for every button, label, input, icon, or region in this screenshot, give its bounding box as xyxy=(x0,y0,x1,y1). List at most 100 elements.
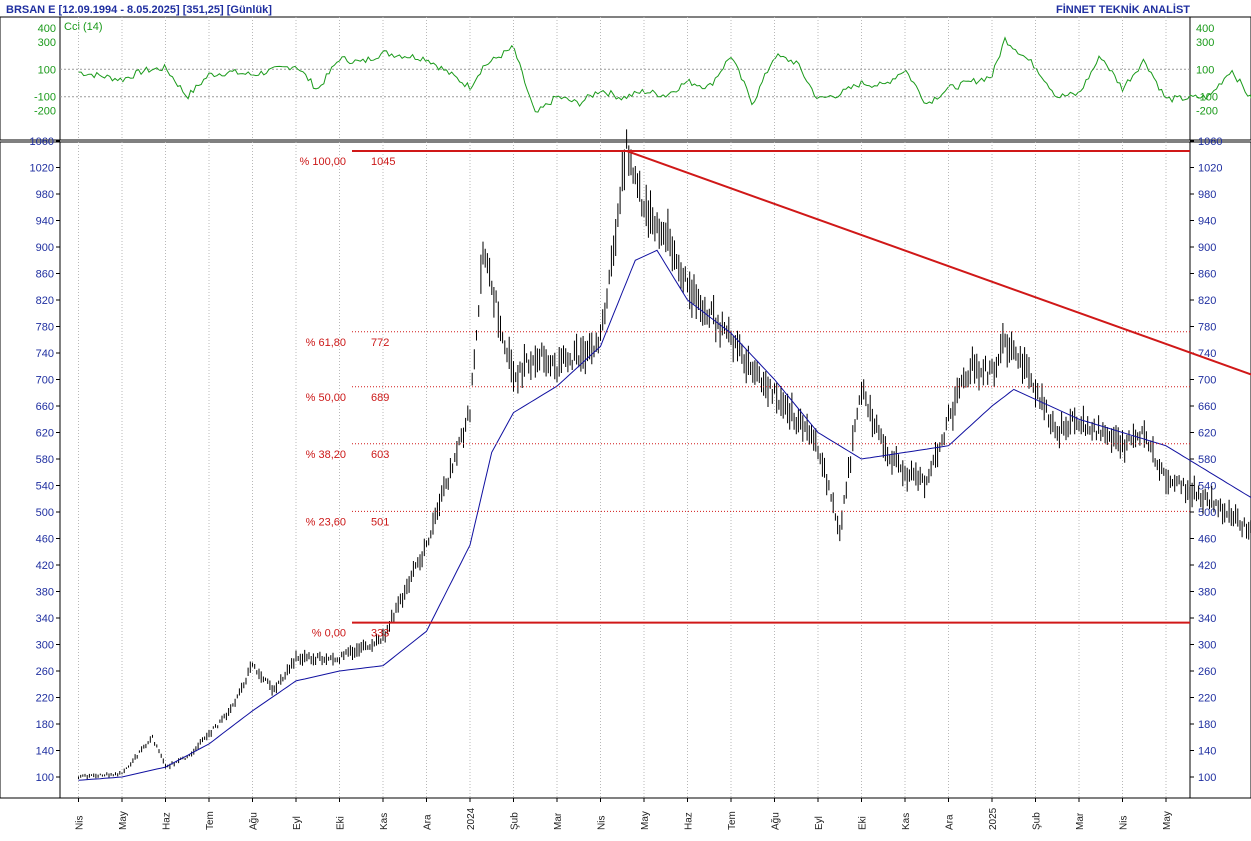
price-tick-label-left: 540 xyxy=(36,481,54,493)
x-tick-label: Eyl xyxy=(814,816,825,830)
price-tick-label-right: 860 xyxy=(1198,269,1216,281)
indicator-series-group xyxy=(78,36,1251,113)
indicator-tick-label-left: 300 xyxy=(38,37,56,49)
x-tick-label: Nis xyxy=(75,816,86,830)
price-tick-label-left: 660 xyxy=(36,401,54,413)
indicator-tick-label-left: -200 xyxy=(34,105,56,117)
price-tick-label-right: 380 xyxy=(1198,587,1216,599)
indicator-grid xyxy=(60,68,1190,98)
fib-level-value: 501 xyxy=(371,516,389,528)
fib-level-percent: % 0,00 xyxy=(312,628,346,640)
price-tick-label-left: 300 xyxy=(36,640,54,652)
x-tick-label: Eki xyxy=(336,816,347,830)
x-tick-label: Eyl xyxy=(292,816,303,830)
fib-level-percent: % 38,20 xyxy=(306,449,346,461)
price-tick-label-right: 340 xyxy=(1198,613,1216,625)
price-tick-label-left: 340 xyxy=(36,613,54,625)
price-tick-label-right: 1060 xyxy=(1198,136,1222,148)
price-tick-label-right: 580 xyxy=(1198,454,1216,466)
price-tick-label-left: 820 xyxy=(36,295,54,307)
fib-level-value: 603 xyxy=(371,449,389,461)
indicator-tick-label-left: -100 xyxy=(34,92,56,104)
x-tick-label: Ara xyxy=(423,814,434,830)
x-tick-label: 2024 xyxy=(466,807,477,830)
price-tick-label-right: 620 xyxy=(1198,428,1216,440)
price-tick-label-right: 460 xyxy=(1198,534,1216,546)
trendline-group xyxy=(626,149,1251,376)
price-tick-label-left: 740 xyxy=(36,348,54,360)
indicator-tick-label-right: -200 xyxy=(1196,105,1218,117)
price-tick-label-right: 980 xyxy=(1198,189,1216,201)
price-tick-label-right: 140 xyxy=(1198,746,1216,758)
price-tick-label-left: 500 xyxy=(36,507,54,519)
price-tick-label-left: 980 xyxy=(36,189,54,201)
moving-average-group xyxy=(78,249,1251,781)
price-tick-label-right: 1020 xyxy=(1198,163,1222,175)
price-tick-label-left: 140 xyxy=(36,746,54,758)
price-tick-label-left: 260 xyxy=(36,666,54,678)
x-tick-label: Mar xyxy=(553,812,564,830)
price-panel-border xyxy=(0,141,1251,799)
fib-level-value: 333 xyxy=(371,628,389,640)
fibonacci-group: % 100,00 1045 % 61,80 772 % 50,00 689 % 38,20 6… xyxy=(300,149,1190,640)
indicator-series-line xyxy=(78,36,1251,113)
x-tick-label: Ara xyxy=(945,814,956,830)
x-tick-label: Tem xyxy=(727,811,738,830)
x-tick-label: Eki xyxy=(858,816,869,830)
fib-level-percent: % 100,00 xyxy=(300,156,346,168)
price-tick-label-right: 100 xyxy=(1198,772,1216,784)
price-tick-label-left: 780 xyxy=(36,322,54,334)
indicator-label: Cci (14) xyxy=(64,21,103,33)
x-tick-label: May xyxy=(1162,811,1173,830)
price-tick-label-left: 1020 xyxy=(30,163,54,175)
descending-trendline xyxy=(626,149,1251,376)
x-tick-label: Ağu xyxy=(771,812,782,830)
fib-level-value: 772 xyxy=(371,337,389,349)
price-tick-label-left: 940 xyxy=(36,216,54,228)
price-tick-label-right: 300 xyxy=(1198,640,1216,652)
x-axis-labels: Nis May Haz Tem Ağu Eyl Eki Kas Ara 2024 Şub Mar Nis… xyxy=(75,798,1173,830)
price-tick-label-left: 860 xyxy=(36,269,54,281)
price-tick-label-left: 420 xyxy=(36,560,54,572)
price-tick-label-left: 700 xyxy=(36,375,54,387)
price-tick-label-left: 580 xyxy=(36,454,54,466)
price-tick-label-left: 900 xyxy=(36,242,54,254)
x-tick-label: Tem xyxy=(205,811,216,830)
x-tick-label: Haz xyxy=(684,812,695,830)
price-bars xyxy=(78,129,1251,780)
fib-level-percent: % 61,80 xyxy=(306,337,346,349)
price-tick-label-right: 700 xyxy=(1198,375,1216,387)
price-tick-label-right: 900 xyxy=(1198,242,1216,254)
vertical-grid xyxy=(78,17,1167,798)
chart-title: BRSAN E [12.09.1994 - 8.05.2025] [351,25… xyxy=(6,4,272,16)
price-tick-label-left: 620 xyxy=(36,428,54,440)
indicator-tick-label-right: 400 xyxy=(1196,23,1214,35)
x-tick-label: Ağu xyxy=(249,812,260,830)
x-tick-label: 2025 xyxy=(988,807,999,830)
price-tick-label-right: 540 xyxy=(1198,481,1216,493)
fib-level-percent: % 23,60 xyxy=(306,516,346,528)
brand-label: FİNNET TEKNİK ANALİST xyxy=(1056,3,1190,16)
x-tick-label: Şub xyxy=(510,812,521,830)
price-tick-label-left: 100 xyxy=(36,772,54,784)
moving-average-line xyxy=(78,249,1251,781)
x-tick-label: May xyxy=(118,811,129,830)
price-tick-label-left: 1060 xyxy=(30,136,54,148)
price-tick-label-right: 820 xyxy=(1198,295,1216,307)
x-tick-label: Nis xyxy=(1119,816,1130,830)
price-tick-label-left: 180 xyxy=(36,719,54,731)
x-tick-label: Nis xyxy=(597,816,608,830)
price-tick-labels: 100 100 140 140 180 180 220 220 260 260 300 300 340 3… xyxy=(30,136,1223,784)
price-tick-label-right: 780 xyxy=(1198,322,1216,334)
indicator-tick-label-left: 400 xyxy=(38,23,56,35)
price-tick-label-left: 380 xyxy=(36,587,54,599)
x-tick-label: May xyxy=(640,811,651,830)
price-tick-label-left: 460 xyxy=(36,534,54,546)
x-tick-label: Haz xyxy=(162,812,173,830)
fib-level-value: 689 xyxy=(371,392,389,404)
x-tick-label: Kas xyxy=(379,813,390,830)
price-tick-label-right: 420 xyxy=(1198,560,1216,572)
price-bars-group xyxy=(78,129,1251,780)
